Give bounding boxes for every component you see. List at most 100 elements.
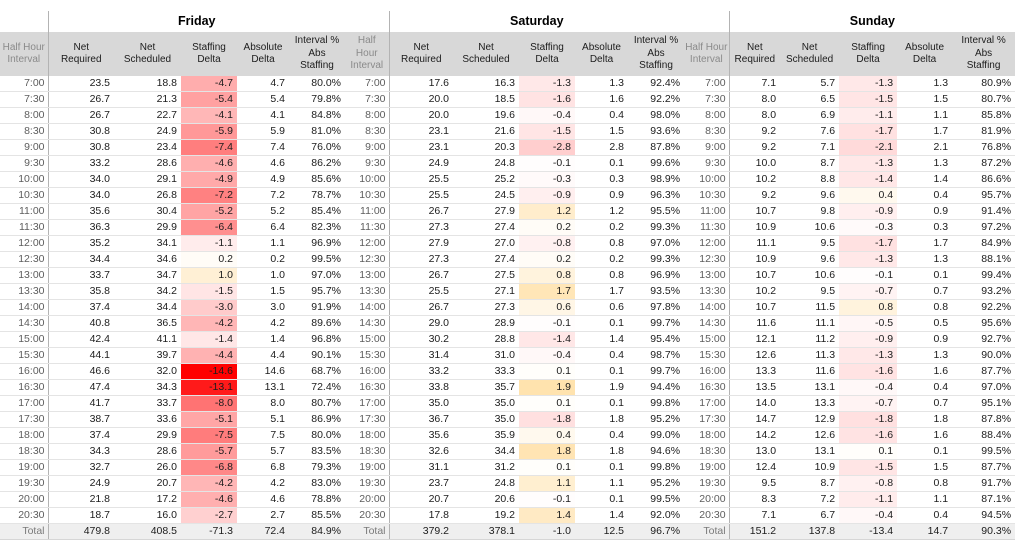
sun-interval-pct-abs-staffing-cell: 99.5%: [952, 443, 1016, 460]
fri-interval-pct-abs-staffing-cell: 96.9%: [289, 235, 346, 252]
sun-interval-pct-abs-staffing-header: Interval % Abs Staffing: [952, 32, 1016, 76]
sun-absolute-delta-cell: 0.5: [897, 315, 953, 332]
half-hour-interval-cell: 13:00: [345, 267, 390, 284]
sun-net-scheduled-cell: 11.3: [780, 347, 840, 364]
half-hour-interval-cell: 15:30: [345, 347, 390, 364]
fri-net-scheduled-cell: 32.0: [114, 363, 181, 380]
fri-staffing-delta-cell: -7.5: [181, 427, 237, 444]
fri-interval-pct-abs-staffing-cell: 84.8%: [289, 107, 346, 124]
sat-net-scheduled-cell: 25.2: [453, 171, 520, 188]
fri-net-required-cell: 33.2: [47, 155, 114, 172]
sun-absolute-delta-cell: 1.7: [897, 235, 953, 252]
sun-net-required-cell: 7.1: [728, 76, 781, 92]
sat-staffing-delta-cell: -1.3: [519, 76, 576, 92]
sun-staffing-delta-cell: -1.6: [839, 363, 898, 380]
sat-net-scheduled-cell: 19.6: [453, 107, 520, 124]
sun-staffing-delta-cell: -0.4: [839, 379, 898, 396]
sat-net-scheduled-cell: 378.1: [453, 523, 520, 540]
fri-net-scheduled-cell: 408.5: [114, 523, 181, 540]
sun-absolute-delta-cell: 0.9: [897, 203, 953, 220]
fri-interval-pct-abs-staffing-cell: 80.0%: [289, 427, 346, 444]
sat-net-scheduled-cell: 20.3: [453, 139, 520, 156]
sun-net-scheduled-cell: 6.5: [780, 91, 840, 108]
fri-net-required-cell: 35.8: [47, 283, 114, 300]
half-hour-interval-cell: 9:30: [684, 155, 730, 172]
fri-staffing-delta-header: Staffing Delta: [181, 32, 237, 76]
half-hour-interval-cell: 14:30: [345, 315, 390, 332]
sat-absolute-delta-cell: 0.2: [575, 219, 629, 236]
sun-absolute-delta-cell: 0.8: [897, 475, 953, 492]
sun-net-scheduled-cell: 6.7: [780, 507, 840, 524]
fri-interval-pct-abs-staffing-cell: 89.6%: [289, 315, 346, 332]
half-hour-interval-cell: 8:30: [345, 123, 390, 140]
sat-net-scheduled-header: Net Scheduled: [453, 32, 520, 76]
fri-staffing-delta-cell: 1.0: [181, 267, 237, 284]
fri-net-required-cell: 34.0: [47, 171, 114, 188]
sat-net-required-cell: 33.8: [388, 379, 454, 396]
sat-net-scheduled-cell: 27.0: [453, 235, 520, 252]
half-hour-interval-cell: 9:00: [0, 139, 48, 156]
sun-staffing-delta-cell: -0.7: [839, 283, 898, 300]
fri-absolute-delta-cell: 0.2: [237, 251, 289, 268]
table-row: 14:00 37.4 34.4 -3.0 3.0 91.9% 14:00 26.7 27.3 0.…: [0, 299, 1016, 316]
half-hour-interval-cell: 9:00: [684, 139, 730, 156]
sat-staffing-delta-cell: -0.8: [519, 235, 576, 252]
sun-net-scheduled-cell: 8.8: [780, 171, 840, 188]
sun-interval-pct-abs-staffing-cell: 84.9%: [952, 235, 1016, 252]
half-hour-interval-cell: 10:00: [684, 171, 730, 188]
sat-staffing-delta-cell: -0.1: [519, 155, 576, 172]
half-hour-interval-cell: 17:30: [684, 411, 730, 428]
half-hour-interval-cell: 13:30: [684, 283, 730, 300]
sat-absolute-delta-cell: 1.6: [575, 91, 629, 108]
sun-net-required-cell: 9.5: [728, 475, 781, 492]
sat-net-required-cell: 20.0: [388, 91, 454, 108]
sat-staffing-delta-cell: 0.4: [519, 427, 576, 444]
fri-interval-pct-abs-staffing-cell: 79.8%: [289, 91, 346, 108]
sun-net-scheduled-cell: 9.6: [780, 251, 840, 268]
sun-absolute-delta-cell: 1.7: [897, 123, 953, 140]
sat-net-scheduled-cell: 34.4: [453, 443, 520, 460]
fri-absolute-delta-cell: 5.1: [237, 411, 289, 428]
fri-net-required-cell: 24.9: [47, 475, 114, 492]
sat-net-scheduled-cell: 27.4: [453, 251, 520, 268]
fri-interval-pct-abs-staffing-cell: 80.0%: [289, 76, 346, 92]
fri-net-required-cell: 34.4: [47, 251, 114, 268]
sat-interval-pct-abs-staffing-cell: 99.3%: [628, 251, 685, 268]
fri-absolute-delta-cell: 7.4: [237, 139, 289, 156]
fri-interval-pct-abs-staffing-cell: 91.9%: [289, 299, 346, 316]
sun-absolute-delta-cell: 1.8: [897, 411, 953, 428]
sat-net-scheduled-cell: 35.9: [453, 427, 520, 444]
sat-absolute-delta-cell: 1.2: [575, 203, 629, 220]
sun-absolute-delta-cell: 1.5: [897, 91, 953, 108]
table-row: 7:00 23.5 18.8 -4.7 4.7 80.0% 7:00 17.6 16.3 -1.3…: [0, 76, 1016, 92]
half-hour-interval-cell: 20:00: [345, 491, 390, 508]
fri-net-required-cell: 32.7: [47, 459, 114, 476]
sun-net-required-cell: 13.5: [728, 379, 781, 396]
sun-net-scheduled-cell: 9.5: [780, 235, 840, 252]
sun-net-scheduled-cell: 137.8: [780, 523, 840, 540]
fri-interval-pct-abs-staffing-cell: 90.1%: [289, 347, 346, 364]
sun-staffing-delta-cell: -13.4: [839, 523, 898, 540]
sat-absolute-delta-cell: 0.2: [575, 251, 629, 268]
fri-interval-pct-abs-staffing-cell: 78.8%: [289, 491, 346, 508]
sun-net-required-cell: 9.2: [728, 139, 781, 156]
sun-staffing-delta-cell: -1.8: [839, 411, 898, 428]
sat-net-required-cell: 27.3: [388, 251, 454, 268]
sat-staffing-delta-cell: 0.2: [519, 219, 576, 236]
fri-staffing-delta-cell: -6.8: [181, 459, 237, 476]
half-hour-interval-cell: 15:00: [345, 331, 390, 348]
sat-interval-pct-abs-staffing-cell: 99.3%: [628, 219, 685, 236]
fri-interval-pct-abs-staffing-cell: 95.7%: [289, 283, 346, 300]
fri-absolute-delta-cell: 6.8: [237, 459, 289, 476]
sat-net-scheduled-cell: 35.0: [453, 395, 520, 412]
sun-net-required-cell: 10.9: [728, 251, 781, 268]
sat-interval-pct-abs-staffing-cell: 99.7%: [628, 315, 685, 332]
sun-staffing-delta-cell: -2.1: [839, 139, 898, 156]
sat-absolute-delta-header: Absolute Delta: [575, 32, 629, 76]
fri-interval-pct-abs-staffing-cell: 79.3%: [289, 459, 346, 476]
half-hour-interval-cell: 20:00: [684, 491, 730, 508]
sun-absolute-delta-cell: 0.1: [897, 443, 953, 460]
sat-net-required-cell: 36.7: [388, 411, 454, 428]
fri-net-required-cell: 40.8: [47, 315, 114, 332]
fri-net-required-cell: 33.7: [47, 267, 114, 284]
